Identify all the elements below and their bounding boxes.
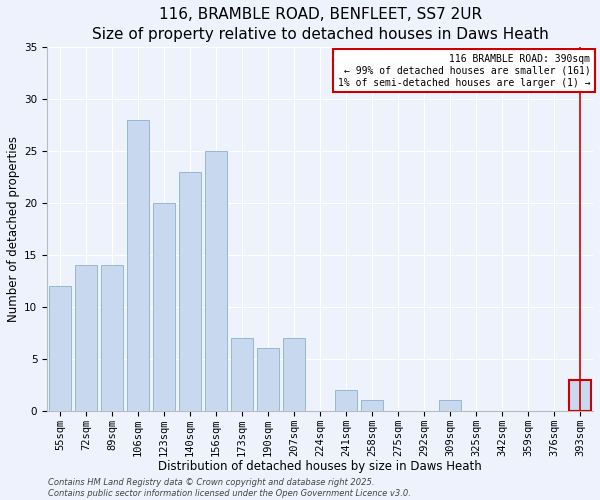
Y-axis label: Number of detached properties: Number of detached properties	[7, 136, 20, 322]
Bar	[153, 203, 175, 411]
Title: 116, BRAMBLE ROAD, BENFLEET, SS7 2UR
Size of property relative to detached house: 116, BRAMBLE ROAD, BENFLEET, SS7 2UR Siz…	[92, 7, 548, 42]
Bar	[569, 380, 591, 411]
X-axis label: Distribution of detached houses by size in Daws Heath: Distribution of detached houses by size …	[158, 460, 482, 473]
Bar	[257, 348, 279, 411]
Bar	[231, 338, 253, 411]
Bar	[179, 172, 201, 411]
Text: Contains HM Land Registry data © Crown copyright and database right 2025.
Contai: Contains HM Land Registry data © Crown c…	[48, 478, 411, 498]
Bar	[283, 338, 305, 411]
Bar	[335, 390, 357, 411]
Bar	[75, 266, 97, 411]
Bar	[205, 151, 227, 411]
Text: 116 BRAMBLE ROAD: 390sqm
← 99% of detached houses are smaller (161)
1% of semi-d: 116 BRAMBLE ROAD: 390sqm ← 99% of detach…	[338, 54, 590, 88]
Bar	[127, 120, 149, 411]
Bar	[49, 286, 71, 411]
Bar	[101, 266, 123, 411]
Bar	[439, 400, 461, 411]
Bar	[361, 400, 383, 411]
